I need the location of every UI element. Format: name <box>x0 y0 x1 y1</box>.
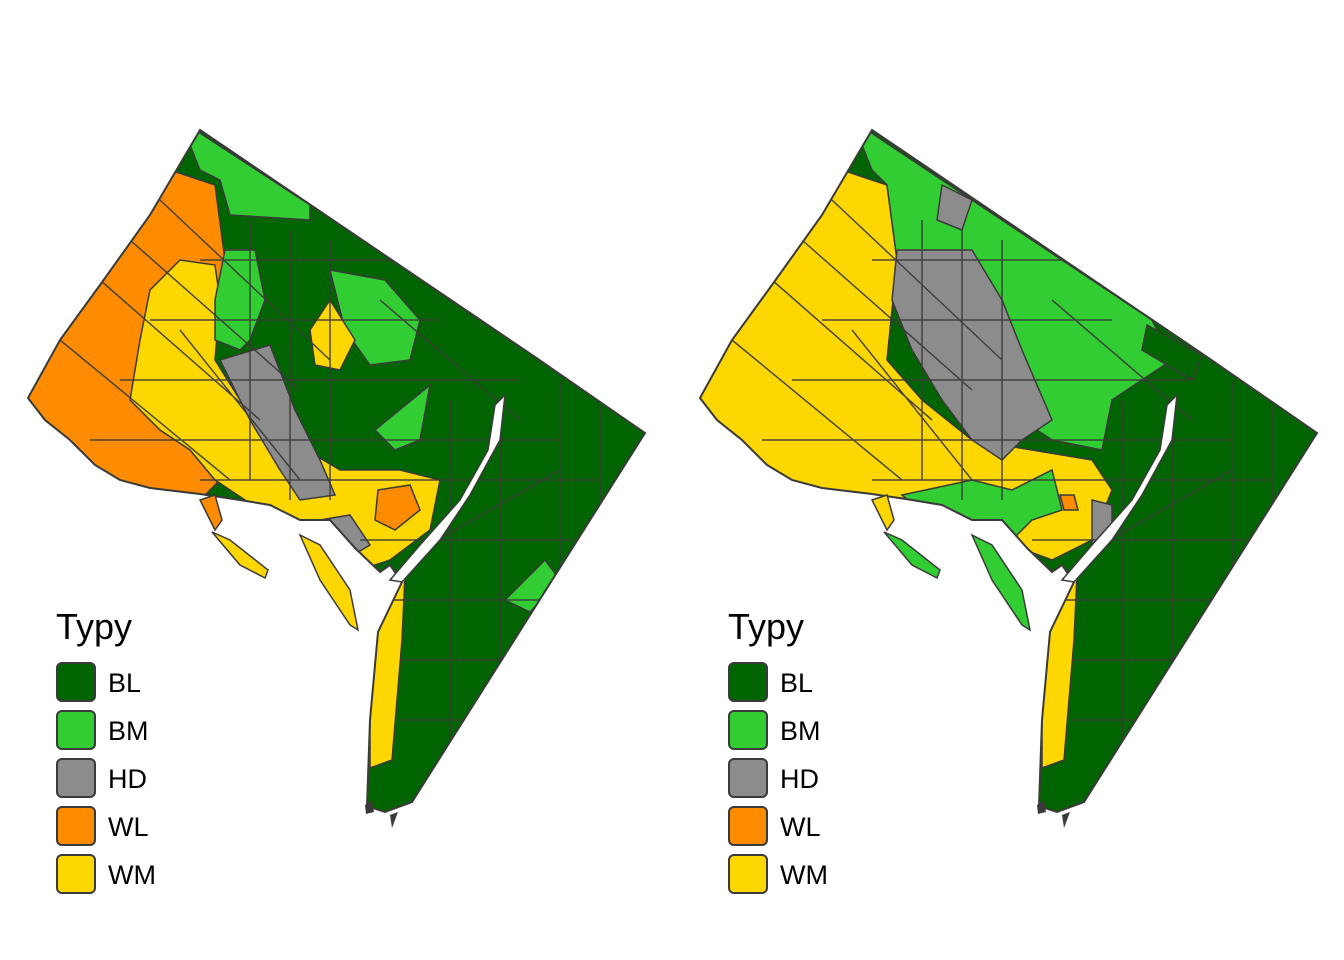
island-right-3 <box>970 533 1032 632</box>
legend-swatch-bm <box>728 710 768 750</box>
legend-label-hd: HD <box>108 764 147 794</box>
legend-swatch-hd <box>728 758 768 798</box>
legend-label-wl: WL <box>108 812 149 842</box>
legend-swatch-bm <box>56 710 96 750</box>
region-wl-r <box>1059 494 1079 511</box>
island-right-2 <box>883 531 941 580</box>
legend-label-bm: BM <box>108 716 149 746</box>
map-left <box>26 128 647 828</box>
region-hd-center-r <box>891 249 1053 461</box>
map-right-outline <box>698 128 1319 814</box>
island-left-1 <box>198 494 223 532</box>
region-hd-center <box>218 344 337 501</box>
map-right <box>698 128 1319 828</box>
island-left-3 <box>298 533 360 632</box>
legend-swatch-bl <box>728 662 768 702</box>
legend-swatch-wl <box>728 806 768 846</box>
region-bm-west <box>214 249 266 351</box>
legend-swatch-wm <box>728 854 768 894</box>
map-left-outline <box>26 128 647 814</box>
legend-label-wl: WL <box>780 812 821 842</box>
region-wl-east <box>374 484 421 531</box>
legend-title: Typy <box>728 606 805 647</box>
legend-label-bl: BL <box>780 668 814 698</box>
legend-label-hd: HD <box>780 764 819 794</box>
island-left-2 <box>211 531 269 580</box>
island-left-4 <box>365 800 398 828</box>
legend-label-bm: BM <box>780 716 821 746</box>
legend-swatch-wm <box>56 854 96 894</box>
river-left <box>388 392 506 583</box>
legend-label-bl: BL <box>108 668 142 698</box>
legend-swatch-bl <box>56 662 96 702</box>
legend-swatch-hd <box>56 758 96 798</box>
island-right-1 <box>870 494 895 532</box>
river-right <box>1060 392 1178 583</box>
legend-label-wm: WM <box>780 860 828 890</box>
legend-label-wm: WM <box>108 860 156 890</box>
legend-swatch-wl <box>56 806 96 846</box>
legend-title: Typy <box>56 606 133 647</box>
island-right-4 <box>1037 800 1070 828</box>
